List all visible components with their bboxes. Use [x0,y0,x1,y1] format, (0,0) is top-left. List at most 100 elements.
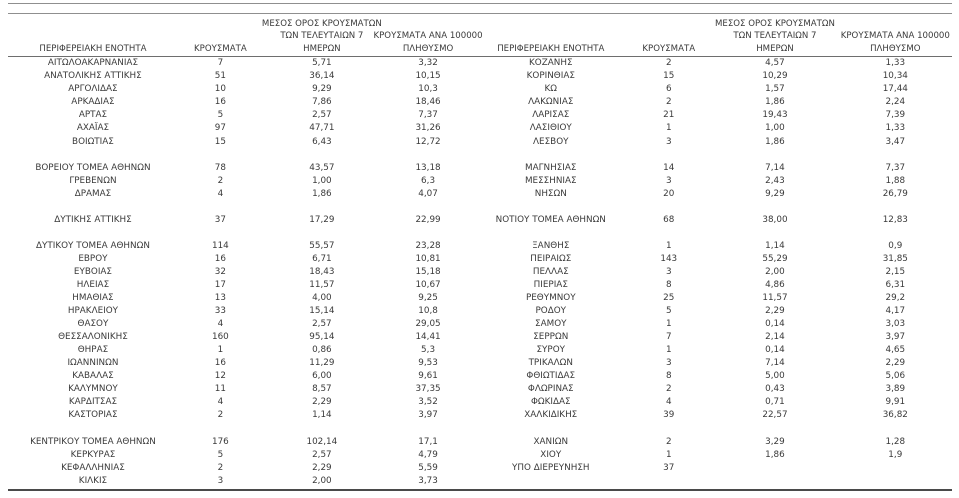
per100k-cell-left [381,201,475,214]
region-cell-left: ΚΕΝΤΡΙΚΟΥ ΤΟΜΕΑ ΑΘΗΝΩΝ [30,436,156,447]
per100k-cell-right: 9,91 [885,397,906,408]
per100k-cell-right: 3,89 [885,384,906,395]
cases-cell-left: 33 [214,306,226,317]
table-row: ΔΥΤΙΚΟΥ ΤΟΜΕΑ ΑΘΗΝΩΝ 114 55,57 23,28 ΞΑΝΘΗΣ 1… [8,240,952,253]
cases-cell-left: 16 [214,97,226,108]
avg7-cell-left: 0,86 [312,345,332,356]
cases-cell-right [626,227,711,240]
per100k-cell-right: 1,88 [885,175,906,186]
header-per100k-left-line1: ΚΡΟΥΣΜΑΤΑ ΑΝΑ 100000 [373,31,483,42]
avg7-cell-right: 9,29 [765,188,785,199]
cases-cell-right: 15 [663,71,675,82]
avg7-cell-left: 2,57 [312,110,332,121]
region-cell-right: ΜΑΓΝΗΣΙΑΣ [525,162,577,173]
cases-cell-right: 3 [665,358,672,369]
cases-cell-right: 2 [665,58,672,69]
per100k-cell-right [839,201,952,214]
avg7-cell-left: 2,57 [312,449,332,460]
per100k-cell-left: 37,35 [415,384,441,395]
cases-cell-left: 4 [217,319,224,330]
per100k-cell-right: 1,9 [888,449,903,460]
region-cell-left: ΑΙΤΩΛΟΑΚΑΡΝΑΝΙΑΣ [47,58,138,69]
cases-cell-left: 15 [214,136,226,147]
per100k-cell-left: 14,41 [415,332,441,343]
region-cell-left [8,201,178,214]
cases-cell-left: 160 [211,332,229,343]
region-cell-left: ΑΡΚΑΔΙΑΣ [71,97,115,108]
avg7-cell-left: 2,00 [312,475,332,486]
per100k-cell-right: 7,39 [885,110,906,121]
cases-cell-right: 3 [665,175,672,186]
table-row: ΓΡΕΒΕΝΩΝ 2 1,00 6,3 ΜΕΣΣΗΝΙΑΣ 3 2,43 1,88 [8,175,952,188]
per100k-cell-right: 26,79 [882,188,908,199]
region-cell-right: ΠΙΕΡΙΑΣ [533,280,568,291]
per100k-cell-right: 1,28 [885,436,906,447]
region-cell-left: ΙΩΑΝΝΙΝΩΝ [67,358,119,369]
avg7-cell-right [711,423,838,436]
avg7-cell-left [263,201,381,214]
avg7-cell-left: 7,86 [312,97,332,108]
cases-cell-right [626,149,711,162]
per100k-cell-left [381,149,475,162]
top-rule-2 [8,13,952,14]
cases-cell-left [178,227,263,240]
table-row: ΒΟΡΕΙΟΥ ΤΟΜΕΑ ΑΘΗΝΩΝ 78 43,57 13,18 ΜΑΓΝΗΣΙΑ… [8,162,952,175]
per100k-cell-right: 1,33 [885,58,906,69]
header-avg7-right: ΜΕΣΟΣ ΟΡΟΣ ΚΡΟΥΣΜΑΤΩΝ ΤΩΝ ΤΕΛΕΥΤΑΙΩΝ 7 Η… [711,18,838,55]
header-per100k-right-line2: ΠΛΗΘΥΣΜΟ [870,43,921,54]
header-per100k-left: ΚΡΟΥΣΜΑΤΑ ΑΝΑ 100000 ΠΛΗΘΥΣΜΟ [373,18,482,55]
per100k-cell-left: 17,1 [418,436,438,447]
cases-cell-right: 1 [665,345,672,356]
per100k-cell-right: 5,06 [885,371,906,382]
avg7-cell-left: 55,57 [309,240,335,251]
avg7-cell-right: 1,86 [765,449,785,460]
per100k-cell-right: 1,33 [885,123,906,134]
region-cell-right: ΚΩ [544,84,558,95]
avg7-cell-right: 19,43 [762,110,788,121]
region-cell-right: ΠΕΙΡΑΙΩΣ [530,253,572,264]
region-cell-left: ΔΡΑΜΑΣ [74,188,112,199]
table-row: ΔΥΤΙΚΗΣ ΑΤΤΙΚΗΣ 37 17,29 22,99 ΝΟΤΙΟΥ ΤΟΜΕΑ … [8,214,952,227]
avg7-cell-left: 15,14 [309,306,335,317]
avg7-cell-right: 1,86 [765,97,785,108]
cases-cell-left: 2 [217,462,224,473]
cases-cell-right [626,475,711,488]
per100k-cell-right: 36,82 [882,410,908,421]
per100k-cell-right: 29,2 [885,293,906,304]
avg7-cell-right [711,475,838,488]
avg7-cell-right [711,227,838,240]
region-cell-right: ΣΑΜΟΥ [535,319,567,330]
header-region-left: ΠΕΡΙΦΕΡΕΙΑΚΗ ΕΝΟΤΗΤΑ [8,18,178,55]
region-cell-right: ΜΕΣΣΗΝΙΑΣ [524,175,577,186]
region-cell-left: ΘΕΣΣΑΛΟΝΙΚΗΣ [58,332,128,343]
table-body: ΑΙΤΩΛΟΑΚΑΡΝΑΝΙΑΣ 7 5,71 3,32 ΚΟΖΑΝΗΣ 2 4,57 1,3… [8,57,952,488]
per100k-cell-left: 13,18 [415,162,441,173]
per100k-cell-left: 9,53 [418,358,438,369]
avg7-cell-left: 1,14 [312,410,332,421]
avg7-cell-right: 38,00 [762,214,788,225]
region-cell-left [8,149,178,162]
region-cell-right: ΛΕΣΒΟΥ [533,136,569,147]
cases-cell-left: 114 [211,240,229,251]
region-cell-left: ΕΒΡΟΥ [78,253,108,264]
cases-cell-left: 11 [214,384,226,395]
avg7-cell-left: 9,29 [312,84,332,95]
region-cell-right: ΦΛΩΡΙΝΑΣ [527,384,574,395]
header-cases-left-label: ΚΡΟΥΣΜΑΤΑ [194,43,247,54]
per100k-cell-left: 29,05 [415,319,441,330]
region-cell-right [475,475,626,488]
table-row: ΑΡΓΟΛΙΔΑΣ 10 9,29 10,3 ΚΩ 6 1,57 17,44 [8,83,952,96]
region-cell-left: ΗΜΑΘΙΑΣ [72,293,114,304]
cases-cell-left: 7 [217,58,224,69]
table-row: ΚΕΡΚΥΡΑΣ 5 2,57 4,79 ΧΙΟΥ 1 1,86 1,9 [8,449,952,462]
per100k-cell-left: 4,79 [418,449,438,460]
cases-cell-right: 5 [665,306,672,317]
region-cell-right: ΥΠΟ ΔΙΕΡΕΥΝΗΣΗ [512,462,590,473]
per100k-cell-left: 9,25 [418,293,438,304]
avg7-cell-left: 6,00 [312,371,332,382]
cases-cell-right: 8 [665,280,672,291]
cases-cell-left: 3 [217,475,224,486]
table-row: ΙΩΑΝΝΙΝΩΝ 16 11,29 9,53 ΤΡΙΚΑΛΩΝ 3 7,14 2,29 [8,357,952,370]
table-row: ΗΜΑΘΙΑΣ 13 4,00 9,25 ΡΕΘΥΜΝΟΥ 25 11,57 29,2 [8,292,952,305]
cases-cell-right: 39 [663,410,675,421]
